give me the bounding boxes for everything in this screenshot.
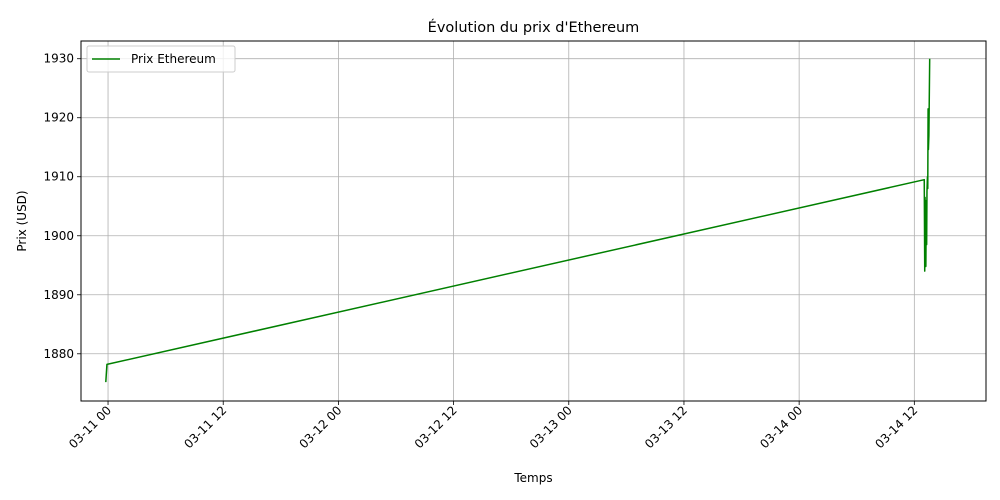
y-tick-label: 1920 [43,111,74,125]
y-tick-label: 1910 [43,170,74,184]
chart-title: Évolution du prix d'Ethereum [428,19,640,36]
y-tick-label: 1880 [43,347,74,361]
x-axis-label: Temps [513,471,552,485]
y-tick-label: 1900 [43,229,74,243]
legend: Prix Ethereum [86,45,236,73]
legend-box [86,45,236,73]
legend-label: Prix Ethereum [131,52,216,66]
series-layer [105,58,931,383]
y-axis: 1880 1890 1900 1910 1920 1930 [43,52,81,361]
plot-frame [80,40,987,402]
series-line [105,58,931,383]
y-axis-label: Prix (USD) [15,190,29,251]
y-tick-label: 1890 [43,288,74,302]
y-tick-label: 1930 [43,52,74,66]
